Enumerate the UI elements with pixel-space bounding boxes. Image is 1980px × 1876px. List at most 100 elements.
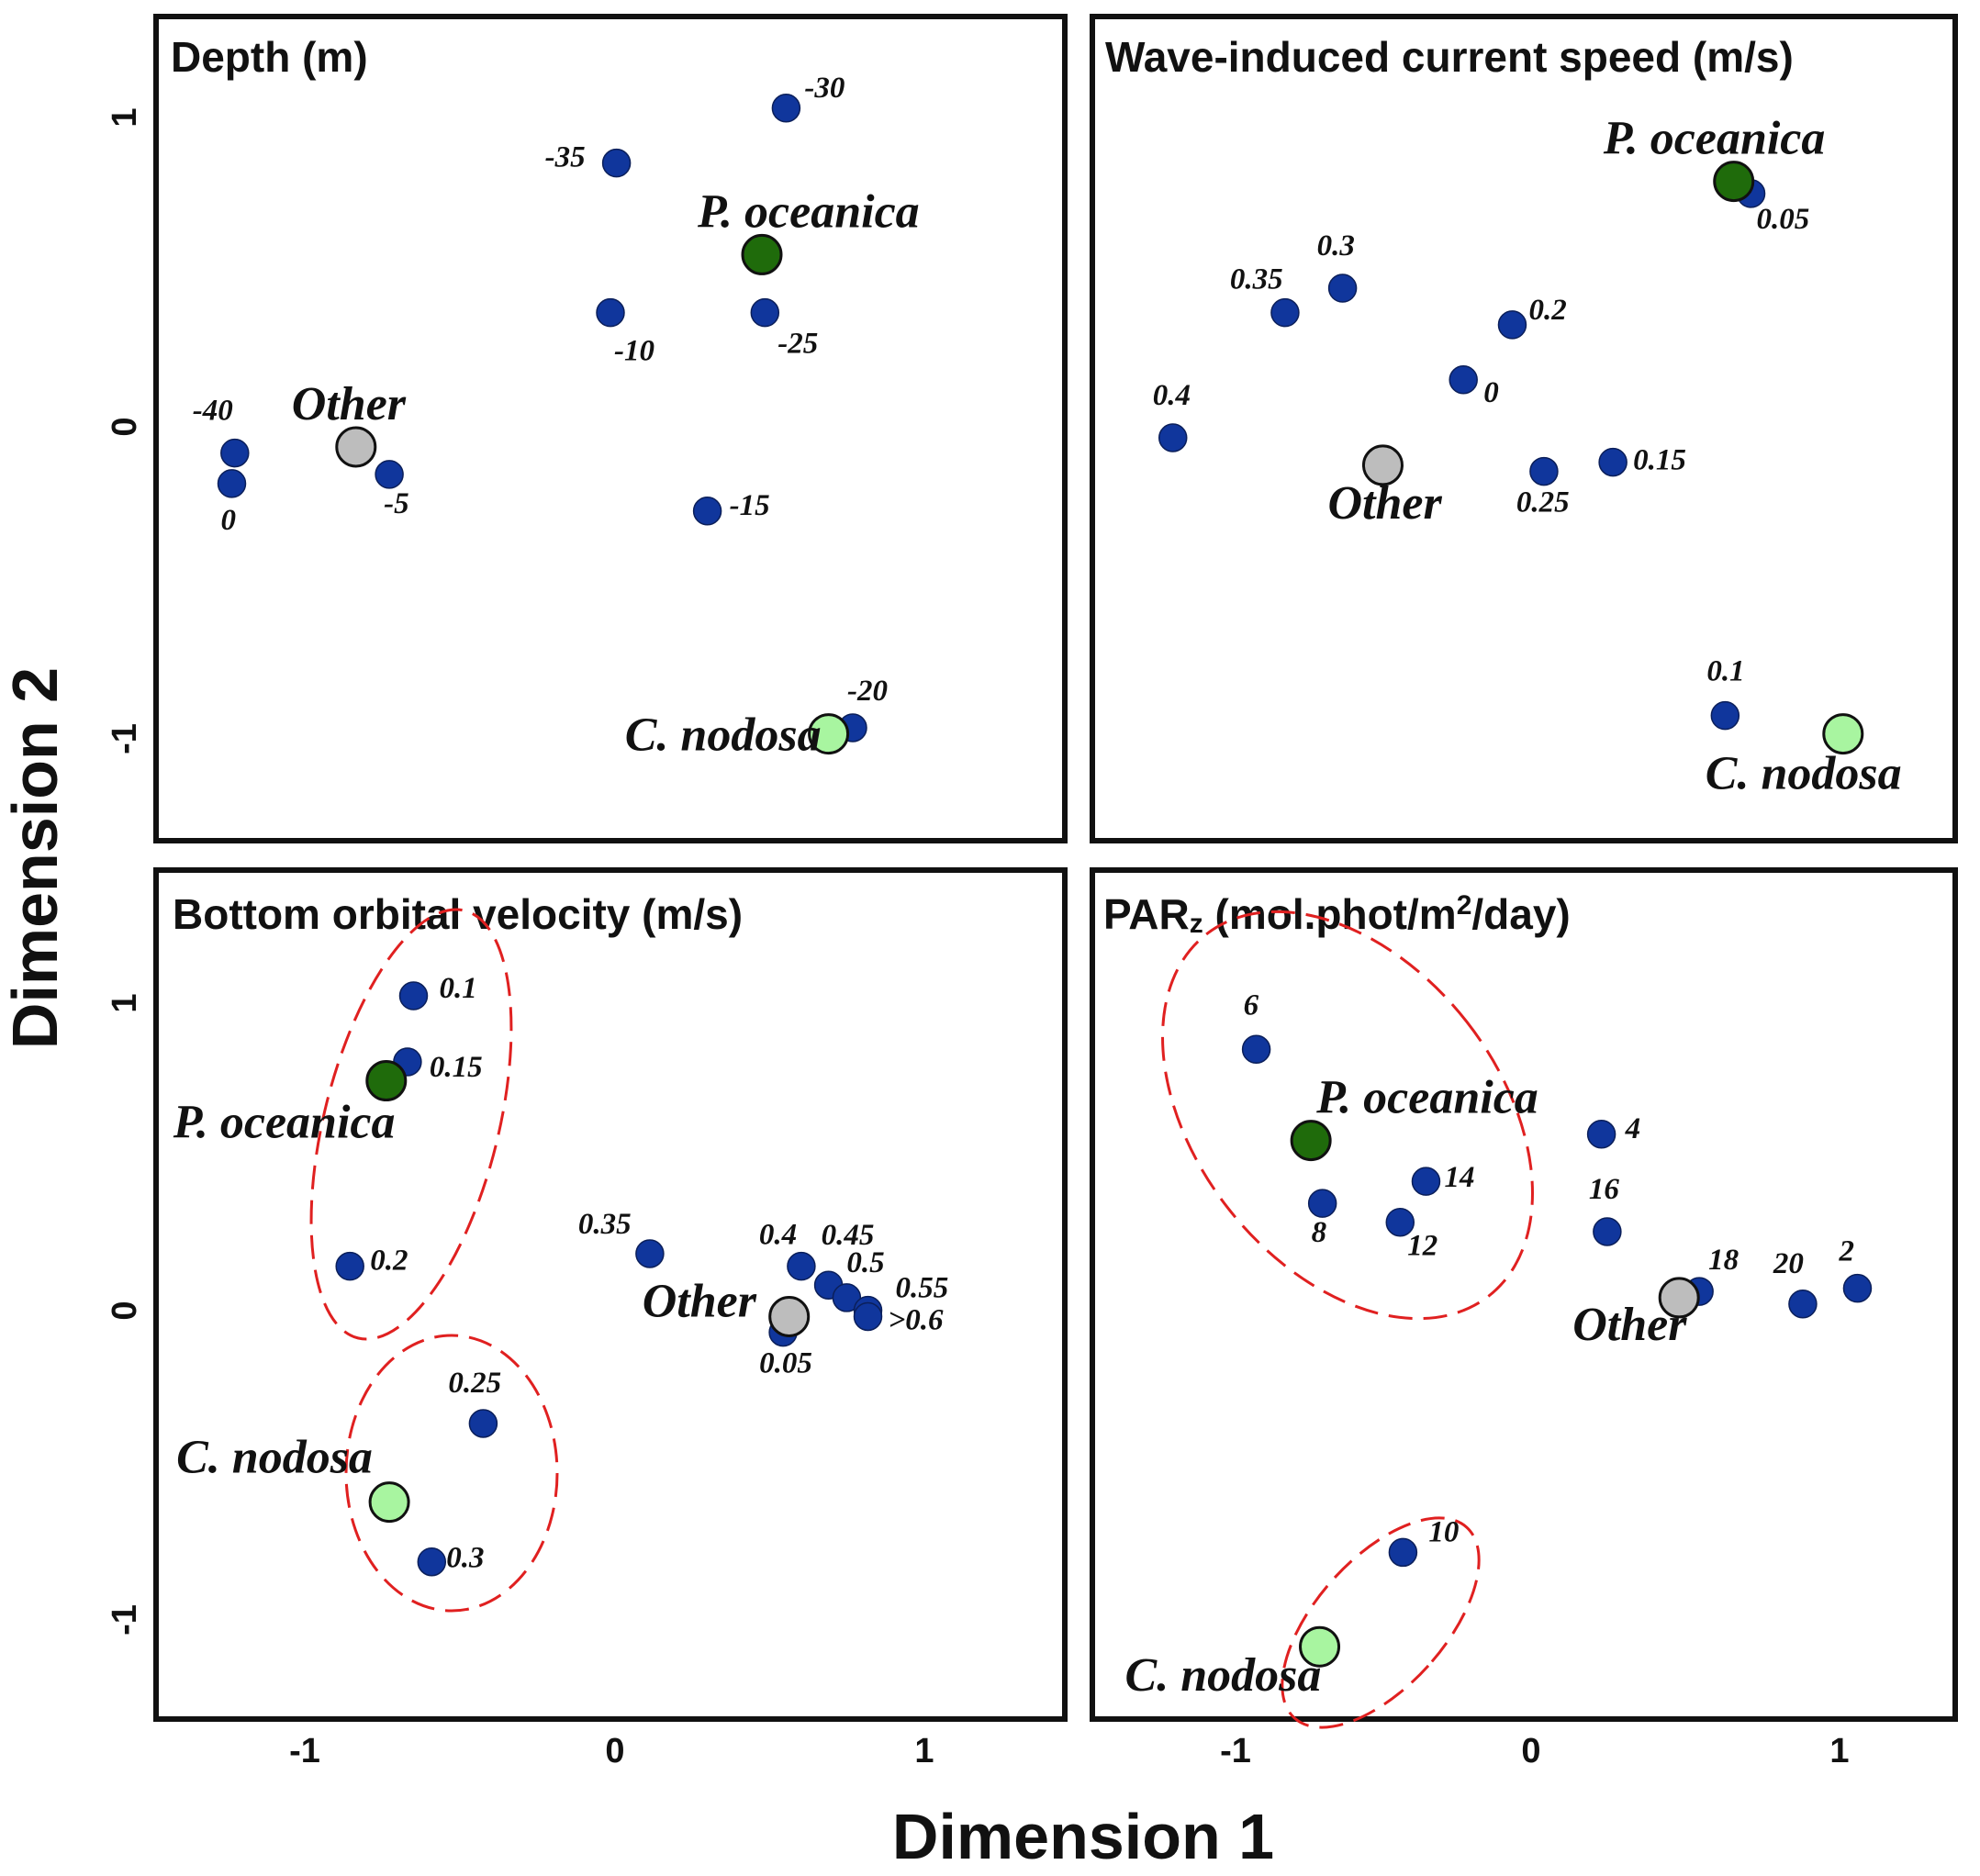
panel-frame — [1090, 867, 1958, 1722]
level-label: 10 — [1428, 1515, 1459, 1548]
level-point — [220, 438, 250, 468]
level-label: 14 — [1444, 1161, 1474, 1194]
level-label: 0.35 — [1230, 263, 1283, 296]
level-label: 20 — [1773, 1247, 1804, 1280]
species-label: Other — [292, 378, 407, 430]
level-point — [217, 469, 247, 498]
other-point — [768, 1295, 811, 1337]
level-point — [335, 1251, 364, 1281]
level-label: 0.1 — [1706, 655, 1744, 688]
level-point — [417, 1547, 447, 1577]
y-tick-label: 1 — [106, 107, 144, 127]
level-label: -40 — [193, 395, 233, 428]
level-point — [1270, 297, 1300, 328]
c-nodosa-point — [808, 713, 850, 755]
level-label: 0 — [221, 504, 237, 537]
data-marks: -30 -35 -10 -25 -40 0 -5 -15 -20 P. oceanica Other… — [173, 72, 1902, 1702]
species-label: P. oceanica — [1315, 1072, 1538, 1124]
panel-title-main: PAR — [1103, 890, 1190, 938]
level-label: -20 — [847, 675, 888, 708]
panel-title: PARz (mol.phot/m2/day) — [1103, 890, 1571, 939]
panel-title-end: /day) — [1471, 890, 1570, 938]
level-point — [398, 981, 429, 1011]
level-label: 6 — [1244, 988, 1259, 1022]
panel-depth: Depth (m) — [153, 14, 1068, 843]
level-point — [601, 148, 632, 178]
panel-title: Wave-induced current speed (m/s) — [1105, 33, 1794, 81]
level-point — [1598, 447, 1628, 477]
level-point — [1710, 700, 1740, 731]
level-point — [596, 297, 625, 328]
level-label: 0.15 — [430, 1051, 483, 1084]
x-tick-label: 1 — [914, 1732, 934, 1770]
level-point — [692, 497, 722, 526]
level-point — [1449, 365, 1478, 395]
level-point — [1385, 1207, 1415, 1237]
level-label: -35 — [545, 141, 586, 174]
y-tick-label: 1 — [106, 993, 144, 1012]
p-oceanica-point — [741, 233, 783, 275]
level-point — [787, 1251, 816, 1281]
x-tick-label: 0 — [1521, 1732, 1540, 1770]
level-label: 0.25 — [448, 1367, 501, 1400]
species-label: C. nodosa — [176, 1432, 373, 1484]
panel-title: Depth (m) — [171, 33, 368, 81]
level-label: 16 — [1589, 1173, 1620, 1206]
species-label: C. nodosa — [625, 709, 822, 762]
species-label: P. oceanica — [173, 1097, 396, 1149]
p-oceanica-point — [1713, 161, 1755, 203]
level-point — [1529, 456, 1559, 486]
level-label: 0.05 — [759, 1347, 812, 1380]
x-axis-title: Dimension 1 — [892, 1801, 1274, 1872]
level-point — [1388, 1537, 1418, 1568]
level-label: 0.1 — [440, 972, 477, 1005]
y-tick-label: 0 — [106, 1301, 144, 1320]
panel-title-rest: (mol.phot/m — [1203, 890, 1457, 938]
cluster-ellipse — [1161, 910, 1534, 1321]
y-axis-title: Dimension 2 — [0, 667, 71, 1049]
y-tick-label: 0 — [106, 417, 144, 436]
species-label: Other — [1572, 1299, 1687, 1351]
level-label: 0.15 — [1633, 444, 1686, 477]
level-point — [853, 1301, 883, 1332]
level-point — [771, 94, 801, 123]
species-label: P. oceanica — [1603, 113, 1826, 165]
level-label: -30 — [804, 72, 845, 105]
panel-frame — [1090, 14, 1958, 843]
other-point — [1361, 444, 1404, 486]
level-point — [750, 297, 780, 328]
c-nodosa-point — [1299, 1625, 1341, 1668]
level-label: 0.35 — [578, 1208, 632, 1241]
level-label: 18 — [1708, 1244, 1739, 1277]
level-label: >0.6 — [889, 1303, 945, 1336]
y-tick-label: -1 — [106, 1604, 144, 1636]
level-point — [1788, 1290, 1818, 1319]
other-point — [1658, 1277, 1700, 1319]
panel-frame — [153, 867, 1068, 1722]
level-point — [1586, 1120, 1616, 1149]
panel-title: Bottom orbital velocity (m/s) — [173, 890, 743, 938]
level-point — [1158, 423, 1188, 452]
cluster-ellipse — [1281, 1516, 1481, 1729]
level-point — [375, 460, 404, 489]
level-label: 0.25 — [1516, 486, 1570, 519]
species-label: Other — [643, 1275, 757, 1327]
species-label: P. oceanica — [697, 185, 920, 238]
other-point — [335, 426, 377, 468]
level-label: 0.4 — [759, 1219, 797, 1252]
level-label: 0.4 — [1153, 379, 1191, 412]
level-point — [468, 1409, 498, 1438]
level-point — [1593, 1217, 1622, 1246]
panel-title-superscript: 2 — [1457, 890, 1472, 921]
level-label: 12 — [1407, 1230, 1437, 1263]
panel-orbital: Bottom orbital velocity (m/s) — [153, 867, 1068, 1722]
x-tick-label: 1 — [1829, 1732, 1849, 1770]
level-point — [1842, 1273, 1873, 1303]
p-oceanica-point — [365, 1060, 408, 1102]
level-point — [1241, 1034, 1271, 1065]
y-tick-label: -1 — [106, 723, 144, 754]
level-label: 0.5 — [846, 1246, 884, 1279]
x-tick-label: 0 — [605, 1732, 624, 1770]
level-label: 0.05 — [1757, 203, 1810, 236]
level-label: 8 — [1312, 1216, 1327, 1249]
